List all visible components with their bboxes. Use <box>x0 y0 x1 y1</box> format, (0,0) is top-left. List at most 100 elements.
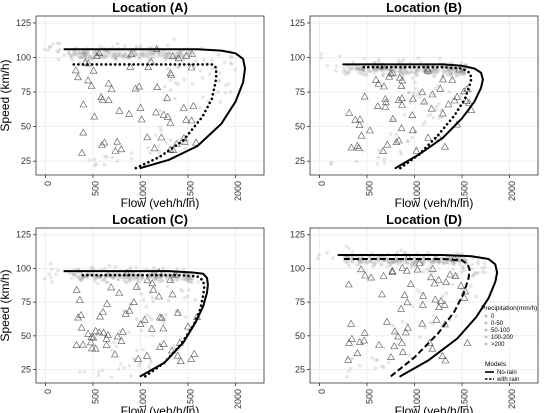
observation-point <box>125 275 129 280</box>
observation-point <box>425 267 429 272</box>
observation-point <box>112 52 117 56</box>
y-tick-label: 125 <box>290 230 305 240</box>
rain-observation-marker <box>169 146 178 153</box>
observation-point <box>223 60 227 65</box>
rain-observation-marker <box>389 114 397 122</box>
observation-point <box>141 347 145 352</box>
rain-observation-marker <box>397 81 406 89</box>
observation-point <box>432 74 436 79</box>
observation-point <box>459 287 464 292</box>
panel-title: Location (B) <box>386 0 462 15</box>
observation-point <box>123 276 128 280</box>
observation-point <box>414 70 419 74</box>
observation-point <box>391 65 396 70</box>
observation-point <box>370 356 374 360</box>
observation-point <box>157 53 162 57</box>
observation-point <box>84 52 88 57</box>
rain-observation-marker <box>444 100 453 108</box>
rain-observation-marker <box>428 344 437 352</box>
rain-observation-marker <box>125 306 134 314</box>
rain-observation-marker <box>157 133 166 141</box>
rain-observation-marker <box>147 324 156 332</box>
observation-point <box>106 280 110 285</box>
observation-point <box>80 55 84 60</box>
observation-point <box>103 266 107 271</box>
rain-observation-marker <box>418 300 427 308</box>
observation-point <box>388 260 393 265</box>
observation-point <box>162 49 166 54</box>
observation-point <box>66 51 71 56</box>
observation-point <box>43 47 47 51</box>
plot-area <box>36 16 264 175</box>
observation-point <box>454 314 459 319</box>
observation-point <box>357 259 361 264</box>
observation-point <box>399 69 403 74</box>
x-tick-label: 1000 <box>138 181 148 201</box>
observation-point <box>85 56 89 61</box>
observation-point <box>373 60 377 64</box>
observation-point <box>157 51 161 56</box>
observation-point <box>357 65 362 70</box>
rain-observation-marker <box>450 96 459 104</box>
observation-point <box>78 55 83 59</box>
legend-marker-precipitation <box>484 328 488 332</box>
observation-point <box>371 264 375 269</box>
observation-point <box>456 251 460 255</box>
observation-point <box>115 53 119 57</box>
rain-observation-marker <box>424 133 433 141</box>
rain-observation-marker <box>398 263 407 271</box>
rain-observation-marker <box>188 49 197 57</box>
observation-point <box>395 250 399 255</box>
observation-point <box>141 298 146 302</box>
observation-point <box>80 51 85 56</box>
rain-observation-marker <box>420 97 429 105</box>
observation-point <box>430 259 435 264</box>
rain-observation-marker <box>84 59 93 67</box>
rain-observation-marker <box>102 340 111 348</box>
rain-observation-marker <box>408 126 417 134</box>
observation-point <box>402 68 407 72</box>
observation-point <box>433 86 438 91</box>
observation-point <box>137 55 141 59</box>
rain-observation-marker <box>367 273 375 281</box>
observation-point <box>173 51 177 55</box>
observation-point <box>374 67 379 72</box>
rain-observation-marker <box>398 100 406 108</box>
observation-point <box>94 49 99 54</box>
observation-point <box>413 260 418 264</box>
observation-point <box>168 78 173 83</box>
observation-point <box>476 270 480 275</box>
x-tick-label: 1000 <box>412 389 422 409</box>
rain-observation-marker <box>385 72 394 80</box>
observation-point <box>159 128 163 133</box>
observation-point <box>445 69 449 74</box>
observation-point <box>422 100 427 104</box>
observation-point <box>192 65 196 70</box>
rain-observation-marker <box>93 52 101 60</box>
y-tick-label: 50 <box>21 122 31 132</box>
observation-point <box>189 276 193 281</box>
observation-point <box>169 88 173 93</box>
observation-point <box>358 258 362 263</box>
observation-point <box>108 51 112 56</box>
observation-point <box>391 260 395 265</box>
observation-point <box>158 279 162 284</box>
observation-point <box>94 276 98 281</box>
observation-point <box>391 323 395 328</box>
rain-observation-marker <box>435 303 443 311</box>
observation-point <box>463 71 467 75</box>
rain-observation-marker <box>430 279 439 287</box>
observation-point <box>359 71 364 76</box>
observation-point <box>354 263 359 267</box>
observation-point <box>346 70 351 75</box>
observation-point <box>415 259 420 264</box>
observation-point <box>124 50 128 55</box>
rain-observation-marker <box>102 334 111 342</box>
observation-cloud <box>43 37 237 168</box>
rain-observation-marker <box>148 279 157 287</box>
observation-point <box>426 72 431 76</box>
observation-point <box>419 60 423 65</box>
observation-point <box>172 344 176 348</box>
observation-point <box>175 267 179 271</box>
observation-point <box>122 52 126 57</box>
